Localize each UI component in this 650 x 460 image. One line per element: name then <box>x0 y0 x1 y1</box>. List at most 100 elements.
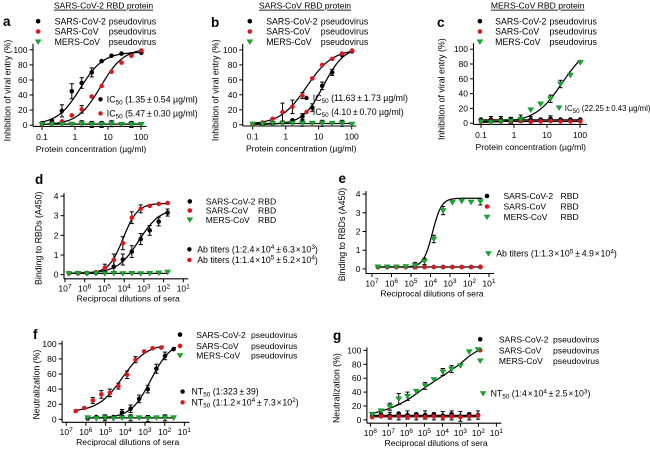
svg-text:1: 1 <box>73 132 78 142</box>
svg-text:100: 100 <box>42 339 56 349</box>
svg-text:SARS-CoV RBD protein: SARS-CoV RBD protein <box>259 1 351 11</box>
svg-text:0: 0 <box>54 270 59 280</box>
svg-text:0.1: 0.1 <box>475 130 487 140</box>
svg-text:106: 106 <box>79 427 92 437</box>
svg-text:pseudovirus: pseudovirus <box>321 27 369 37</box>
svg-text:105: 105 <box>418 428 431 438</box>
svg-text:107: 107 <box>60 427 73 437</box>
svg-text:1: 1 <box>283 132 288 142</box>
svg-text:SARS-CoV-2 RBD protein: SARS-CoV-2 RBD protein <box>54 1 154 11</box>
svg-text:80: 80 <box>459 59 469 69</box>
svg-text:MERS-CoV: MERS-CoV <box>504 212 548 222</box>
svg-text:SARS-CoV: SARS-CoV <box>495 27 539 37</box>
svg-text:Ab titers (1:1.4 × 105 ± 5.2 ×: Ab titers (1:1.4 × 105 ± 5.2 × 104) <box>197 255 318 265</box>
svg-text:103: 103 <box>138 427 151 437</box>
svg-text:pseudovirus: pseudovirus <box>321 16 369 26</box>
svg-text:1: 1 <box>356 245 361 255</box>
svg-text:20: 20 <box>228 105 238 115</box>
svg-text:0.1: 0.1 <box>247 132 259 142</box>
svg-text:MERS-CoV: MERS-CoV <box>495 37 541 47</box>
svg-text:3: 3 <box>356 208 361 218</box>
svg-text:Ab titers (1:2.4 × 104 ± 6.3 ×: Ab titers (1:2.4 × 104 ± 6.3 × 103) <box>197 244 318 254</box>
svg-text:d: d <box>35 172 43 187</box>
svg-text:pseudovirus: pseudovirus <box>109 16 157 26</box>
svg-text:103: 103 <box>443 278 456 288</box>
svg-text:SARS-CoV-2: SARS-CoV-2 <box>206 197 256 207</box>
svg-text:0: 0 <box>463 118 468 128</box>
svg-text:104: 104 <box>436 428 449 438</box>
svg-text:101: 101 <box>177 284 190 294</box>
svg-text:0: 0 <box>357 415 362 425</box>
svg-text:SARS-CoV-2: SARS-CoV-2 <box>196 330 246 340</box>
svg-text:20: 20 <box>18 105 28 115</box>
svg-text:MERS-CoV: MERS-CoV <box>266 37 312 47</box>
svg-text:Binding to RBDs (A450): Binding to RBDs (A450) <box>34 192 44 285</box>
svg-text:2: 2 <box>356 227 361 237</box>
svg-text:0: 0 <box>232 120 237 130</box>
svg-text:102: 102 <box>158 427 171 437</box>
svg-text:40: 40 <box>18 90 28 100</box>
svg-text:60: 60 <box>352 373 362 383</box>
svg-text:103: 103 <box>454 428 467 438</box>
svg-text:b: b <box>211 15 219 30</box>
svg-text:Inhibition of viral entry (%): Inhibition of viral entry (%) <box>211 39 221 141</box>
svg-text:102: 102 <box>463 278 476 288</box>
svg-text:100: 100 <box>573 130 587 140</box>
svg-text:RBD: RBD <box>258 197 276 207</box>
svg-text:40: 40 <box>352 387 362 397</box>
svg-text:pseudovirus: pseudovirus <box>550 16 598 26</box>
svg-text:IC50 (22.25 ± 0.43 µg/ml): IC50 (22.25 ± 0.43 µg/ml) <box>565 104 650 115</box>
svg-text:60: 60 <box>47 369 57 379</box>
svg-text:80: 80 <box>228 60 238 70</box>
svg-text:80: 80 <box>18 60 28 70</box>
svg-text:Inhibition of viral entry (%): Inhibition of viral entry (%) <box>3 40 13 142</box>
svg-text:pseudovirus: pseudovirus <box>251 351 297 361</box>
svg-text:SARS-CoV: SARS-CoV <box>55 27 99 37</box>
svg-text:Reciprocal dilutions of sera: Reciprocal dilutions of sera <box>76 437 179 447</box>
svg-text:NT50 (1:4 × 104 ± 2.5 × 103): NT50 (1:4 × 104 ± 2.5 × 103) <box>491 388 591 400</box>
svg-text:RBD: RBD <box>258 206 276 216</box>
svg-text:100: 100 <box>134 132 148 142</box>
svg-text:SARS-CoV-2: SARS-CoV-2 <box>504 191 554 201</box>
svg-text:e: e <box>339 171 347 186</box>
svg-text:102: 102 <box>157 284 170 294</box>
svg-text:MERS-CoV: MERS-CoV <box>55 37 101 47</box>
svg-text:SARS-CoV: SARS-CoV <box>499 345 542 355</box>
svg-text:SARS-CoV-2: SARS-CoV-2 <box>495 16 546 26</box>
svg-text:106: 106 <box>400 428 413 438</box>
svg-text:SARS-CoV: SARS-CoV <box>196 341 239 351</box>
svg-text:106: 106 <box>78 284 91 294</box>
svg-text:pseudovirus: pseudovirus <box>109 37 157 47</box>
svg-text:Reciprocal dilutions of sera: Reciprocal dilutions of sera <box>380 288 483 298</box>
svg-text:107: 107 <box>365 278 378 288</box>
svg-text:IC50 (11.63 ± 1.73 µg/ml): IC50 (11.63 ± 1.73 µg/ml) <box>313 93 408 105</box>
svg-text:Reciprocal dilutions of sera: Reciprocal dilutions of sera <box>77 294 180 304</box>
svg-text:pseudovirus: pseudovirus <box>321 37 369 47</box>
svg-text:Neutralization (%): Neutralization (%) <box>332 353 342 423</box>
svg-text:40: 40 <box>47 384 57 394</box>
svg-text:pseudovirus: pseudovirus <box>550 27 598 37</box>
svg-text:MERS-CoV: MERS-CoV <box>499 356 543 366</box>
svg-text:IC50 (4.10 ± 0.70 µg/ml): IC50 (4.10 ± 0.70 µg/ml) <box>313 107 404 119</box>
svg-text:102: 102 <box>472 428 485 438</box>
svg-text:RBD: RBD <box>561 191 579 201</box>
svg-text:101: 101 <box>490 428 503 438</box>
svg-text:20: 20 <box>459 103 469 113</box>
svg-text:108: 108 <box>364 428 377 438</box>
svg-text:40: 40 <box>459 89 469 99</box>
svg-text:60: 60 <box>18 75 28 85</box>
svg-text:Inhibition of viral entry (%): Inhibition of viral entry (%) <box>437 38 447 140</box>
svg-text:RBD: RBD <box>561 202 579 212</box>
svg-text:0: 0 <box>356 264 361 274</box>
svg-text:SARS-CoV-2: SARS-CoV-2 <box>499 335 549 345</box>
svg-text:100: 100 <box>347 345 361 355</box>
svg-text:IC50 (5.47 ± 0.30 µg/ml): IC50 (5.47 ± 0.30 µg/ml) <box>107 108 198 120</box>
svg-text:105: 105 <box>404 278 417 288</box>
svg-text:101: 101 <box>178 427 191 437</box>
svg-text:MERS-CoV: MERS-CoV <box>196 351 240 361</box>
svg-text:20: 20 <box>352 401 362 411</box>
svg-text:pseudovirus: pseudovirus <box>251 330 297 340</box>
svg-text:pseudovirus: pseudovirus <box>251 341 297 351</box>
svg-text:104: 104 <box>424 278 437 288</box>
svg-text:pseudovirus: pseudovirus <box>109 27 157 37</box>
